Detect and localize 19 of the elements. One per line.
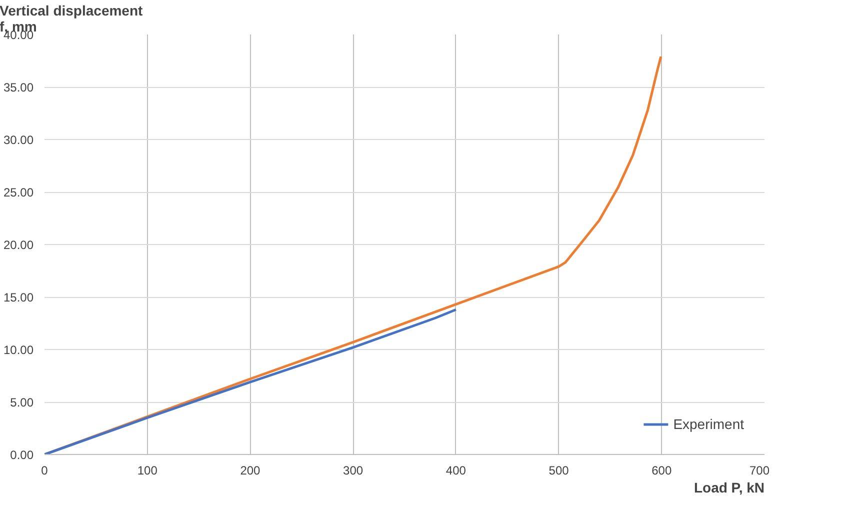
x-tick-label: 0 xyxy=(41,464,48,478)
y-tick-label: 10.00 xyxy=(3,343,34,357)
y-tick-label: 0.00 xyxy=(10,448,34,462)
x-tick-label: 700 xyxy=(749,464,770,478)
y-tick-label: 30.00 xyxy=(3,133,34,147)
y-tick-label: 15.00 xyxy=(3,290,34,304)
x-tick-label: 600 xyxy=(652,464,672,478)
x-tick-label: 300 xyxy=(343,464,364,478)
x-axis-title: Load P, kN xyxy=(694,480,765,496)
y-tick-label: 20.00 xyxy=(3,238,34,252)
y-tick-label: 25.00 xyxy=(3,186,34,200)
y-tick-label: 35.00 xyxy=(3,80,34,94)
x-tick-label: 500 xyxy=(548,464,570,478)
x-tick-label: 400 xyxy=(446,464,466,478)
legend-label: Experiment xyxy=(673,416,744,432)
x-tick-label: 200 xyxy=(240,464,261,478)
x-tick-label: 100 xyxy=(137,464,158,478)
line-series xyxy=(44,308,458,454)
y-tick-label: 5.00 xyxy=(10,396,34,410)
